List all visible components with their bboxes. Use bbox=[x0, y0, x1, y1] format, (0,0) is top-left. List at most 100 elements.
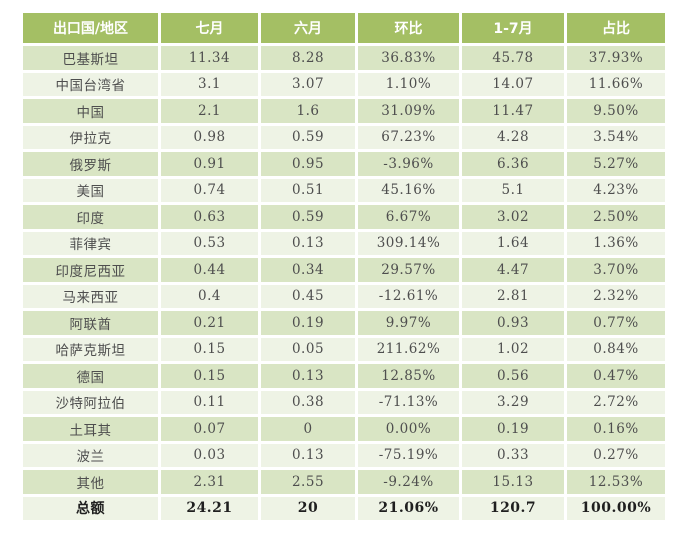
value-cell: 0.53 bbox=[161, 231, 258, 255]
value-cell: 0.59 bbox=[261, 205, 355, 229]
value-cell: 0.4 bbox=[161, 284, 258, 308]
table-body: 巴基斯坦 11.34 8.28 36.83% 45.78 37.93% 中国台湾省 3.1 3.… bbox=[23, 46, 665, 520]
table-row: 印度 0.63 0.59 6.67% 3.02 2.50% bbox=[23, 205, 665, 229]
value-cell: 6.67% bbox=[358, 205, 459, 229]
total-row: 总额 24.21 20 21.06% 120.7 100.00% bbox=[23, 496, 665, 520]
value-cell: 9.97% bbox=[358, 311, 459, 335]
column-header-3: 环比 bbox=[358, 13, 459, 43]
value-cell: 3.70% bbox=[567, 258, 665, 282]
value-cell: 0.45 bbox=[261, 284, 355, 308]
value-cell: 0.44 bbox=[161, 258, 258, 282]
table-row: 马来西亚 0.4 0.45 -12.61% 2.81 2.32% bbox=[23, 284, 665, 308]
value-cell: 2.31 bbox=[161, 470, 258, 494]
value-cell: 0.19 bbox=[462, 417, 564, 441]
region-cell: 土耳其 bbox=[23, 417, 158, 441]
value-cell: 0.91 bbox=[161, 152, 258, 176]
value-cell: 45.78 bbox=[462, 46, 564, 70]
value-cell: 1.6 bbox=[261, 99, 355, 123]
value-cell: 3.29 bbox=[462, 390, 564, 414]
value-cell: 20 bbox=[261, 496, 355, 520]
table-row: 哈萨克斯坦 0.15 0.05 211.62% 1.02 0.84% bbox=[23, 337, 665, 361]
value-cell: 0.03 bbox=[161, 443, 258, 467]
value-cell: 0.15 bbox=[161, 364, 258, 388]
table-row: 印度尼西亚 0.44 0.34 29.57% 4.47 3.70% bbox=[23, 258, 665, 282]
value-cell: -9.24% bbox=[358, 470, 459, 494]
value-cell: 0.11 bbox=[161, 390, 258, 414]
value-cell: 1.64 bbox=[462, 231, 564, 255]
column-header-2: 六月 bbox=[261, 13, 355, 43]
value-cell: 12.53% bbox=[567, 470, 665, 494]
region-cell: 印度 bbox=[23, 205, 158, 229]
value-cell: 2.32% bbox=[567, 284, 665, 308]
value-cell: 4.47 bbox=[462, 258, 564, 282]
value-cell: 0.95 bbox=[261, 152, 355, 176]
value-cell: 36.83% bbox=[358, 46, 459, 70]
region-cell: 中国台湾省 bbox=[23, 72, 158, 96]
value-cell: 3.07 bbox=[261, 72, 355, 96]
value-cell: 2.55 bbox=[261, 470, 355, 494]
value-cell: 0.16% bbox=[567, 417, 665, 441]
table-row: 土耳其 0.07 0 0.00% 0.19 0.16% bbox=[23, 417, 665, 441]
value-cell: 1.02 bbox=[462, 337, 564, 361]
value-cell: 0 bbox=[261, 417, 355, 441]
value-cell: 0.21 bbox=[161, 311, 258, 335]
value-cell: 1.10% bbox=[358, 72, 459, 96]
value-cell: 100.00% bbox=[567, 496, 665, 520]
region-cell: 巴基斯坦 bbox=[23, 46, 158, 70]
region-cell: 阿联酋 bbox=[23, 311, 158, 335]
region-cell: 其他 bbox=[23, 470, 158, 494]
value-cell: 0.13 bbox=[261, 443, 355, 467]
table-header: 出口国/地区 七月 六月 环比 1-7月 占比 bbox=[23, 13, 665, 43]
table-row: 俄罗斯 0.91 0.95 -3.96% 6.36 5.27% bbox=[23, 152, 665, 176]
value-cell: 11.47 bbox=[462, 99, 564, 123]
value-cell: 0.19 bbox=[261, 311, 355, 335]
table-row: 沙特阿拉伯 0.11 0.38 -71.13% 3.29 2.72% bbox=[23, 390, 665, 414]
column-header-1: 七月 bbox=[161, 13, 258, 43]
region-cell: 印度尼西亚 bbox=[23, 258, 158, 282]
region-cell: 菲律宾 bbox=[23, 231, 158, 255]
column-header-5: 占比 bbox=[567, 13, 665, 43]
table-row: 德国 0.15 0.13 12.85% 0.56 0.47% bbox=[23, 364, 665, 388]
table-row: 伊拉克 0.98 0.59 67.23% 4.28 3.54% bbox=[23, 125, 665, 149]
value-cell: 0.13 bbox=[261, 364, 355, 388]
value-cell: 0.98 bbox=[161, 125, 258, 149]
region-cell: 德国 bbox=[23, 364, 158, 388]
value-cell: 3.1 bbox=[161, 72, 258, 96]
table-row: 中国 2.1 1.6 31.09% 11.47 9.50% bbox=[23, 99, 665, 123]
value-cell: 0.00% bbox=[358, 417, 459, 441]
value-cell: 4.28 bbox=[462, 125, 564, 149]
value-cell: 2.1 bbox=[161, 99, 258, 123]
table-row: 巴基斯坦 11.34 8.28 36.83% 45.78 37.93% bbox=[23, 46, 665, 70]
value-cell: 5.1 bbox=[462, 178, 564, 202]
value-cell: 11.34 bbox=[161, 46, 258, 70]
region-cell: 波兰 bbox=[23, 443, 158, 467]
value-cell: 211.62% bbox=[358, 337, 459, 361]
value-cell: 11.66% bbox=[567, 72, 665, 96]
value-cell: 0.84% bbox=[567, 337, 665, 361]
value-cell: 0.07 bbox=[161, 417, 258, 441]
region-cell: 马来西亚 bbox=[23, 284, 158, 308]
value-cell: -12.61% bbox=[358, 284, 459, 308]
value-cell: -75.19% bbox=[358, 443, 459, 467]
value-cell: 14.07 bbox=[462, 72, 564, 96]
value-cell: 309.14% bbox=[358, 231, 459, 255]
value-cell: 0.74 bbox=[161, 178, 258, 202]
region-cell: 哈萨克斯坦 bbox=[23, 337, 158, 361]
value-cell: 0.47% bbox=[567, 364, 665, 388]
value-cell: 2.72% bbox=[567, 390, 665, 414]
value-cell: 45.16% bbox=[358, 178, 459, 202]
region-cell: 中国 bbox=[23, 99, 158, 123]
value-cell: -71.13% bbox=[358, 390, 459, 414]
value-cell: 12.85% bbox=[358, 364, 459, 388]
value-cell: 0.63 bbox=[161, 205, 258, 229]
value-cell: 67.23% bbox=[358, 125, 459, 149]
table-row: 波兰 0.03 0.13 -75.19% 0.33 0.27% bbox=[23, 443, 665, 467]
value-cell: 9.50% bbox=[567, 99, 665, 123]
value-cell: 3.02 bbox=[462, 205, 564, 229]
value-cell: 0.38 bbox=[261, 390, 355, 414]
column-header-0: 出口国/地区 bbox=[23, 13, 158, 43]
value-cell: 37.93% bbox=[567, 46, 665, 70]
value-cell: 2.81 bbox=[462, 284, 564, 308]
value-cell: 0.34 bbox=[261, 258, 355, 282]
